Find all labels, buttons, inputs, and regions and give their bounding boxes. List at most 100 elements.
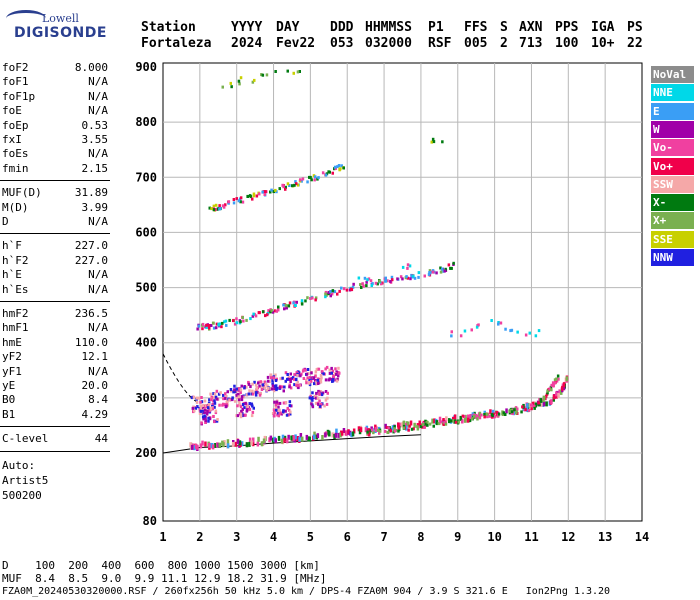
param-name: foEs xyxy=(2,147,29,161)
echo-point xyxy=(237,398,241,402)
echo-point xyxy=(366,278,369,282)
echo-point xyxy=(306,296,309,300)
echo-point xyxy=(233,384,236,388)
echo-point xyxy=(271,384,275,388)
echo-point xyxy=(251,389,254,393)
echo-point xyxy=(239,391,242,395)
echo-point xyxy=(307,372,310,376)
echo-point xyxy=(203,410,207,414)
echo-point xyxy=(214,443,217,448)
echo-point xyxy=(201,440,204,446)
echo-point xyxy=(242,395,245,399)
echo-point xyxy=(312,396,315,399)
echo-point xyxy=(293,383,296,387)
echo-point xyxy=(248,407,252,411)
trace-sporadic-high xyxy=(221,69,444,144)
echo-point xyxy=(302,368,305,372)
echo-point xyxy=(311,405,315,409)
echo-point xyxy=(237,199,241,203)
echo-point xyxy=(315,391,318,395)
header-value-s: 2 xyxy=(500,36,508,51)
echo-point xyxy=(206,406,210,410)
echo-point xyxy=(189,442,192,448)
echo-point xyxy=(542,395,546,399)
echo-point xyxy=(204,441,207,447)
echo-point xyxy=(259,392,262,396)
echo-point xyxy=(374,427,378,432)
y-tick-label: 500 xyxy=(135,281,157,295)
echo-point xyxy=(402,420,406,426)
param-value: N/A xyxy=(88,104,108,118)
echo-point xyxy=(304,368,307,372)
param-d: D N/A xyxy=(2,215,108,229)
echo-point xyxy=(237,395,240,399)
echo-point xyxy=(321,370,324,374)
echo-point xyxy=(450,266,453,270)
logo-line2: DIGISONDE xyxy=(14,25,107,41)
echo-point xyxy=(342,287,346,291)
echo-point xyxy=(486,415,489,419)
echo-point xyxy=(291,184,294,188)
echo-point xyxy=(550,399,553,405)
echo-point xyxy=(552,384,555,388)
echo-point xyxy=(337,366,340,370)
echo-point xyxy=(234,441,238,447)
header-value-year: 2024 xyxy=(231,36,263,51)
echo-point xyxy=(316,396,320,400)
echo-point xyxy=(284,187,287,191)
echo-point xyxy=(485,412,489,416)
echo-point xyxy=(424,419,427,425)
echo-point xyxy=(213,399,216,403)
echo-point xyxy=(370,428,374,432)
echo-point xyxy=(288,404,292,408)
param-he: h`E N/A xyxy=(2,268,108,282)
echo-point xyxy=(332,374,336,378)
echo-point xyxy=(483,413,486,416)
echo-point xyxy=(196,405,199,409)
echo-point xyxy=(444,422,448,426)
echo-point xyxy=(515,411,518,415)
echo-point xyxy=(376,282,379,286)
param-value: 12.1 xyxy=(81,350,109,364)
echo-point xyxy=(370,284,373,287)
echo-point xyxy=(350,287,353,291)
echo-point xyxy=(286,438,289,444)
echo-point xyxy=(213,397,216,400)
echo-point xyxy=(409,277,412,281)
echo-point xyxy=(214,395,218,399)
param-foe: foE N/A xyxy=(2,104,108,118)
param-yf2: yF2 12.1 xyxy=(2,350,108,364)
echo-point xyxy=(272,389,276,393)
echo-point xyxy=(328,377,331,381)
echo-point xyxy=(429,271,432,275)
echo-point xyxy=(284,409,287,413)
echo-point xyxy=(239,196,243,200)
echo-point xyxy=(461,414,465,418)
echo-point xyxy=(413,276,417,280)
y-tick-label: 200 xyxy=(135,446,157,460)
echo-point xyxy=(369,279,373,283)
echo-point xyxy=(263,193,266,196)
echo-point xyxy=(328,368,331,372)
echo-point xyxy=(352,282,355,286)
echo-point xyxy=(516,330,519,334)
echo-point xyxy=(261,73,265,77)
echo-point xyxy=(308,175,311,179)
distance-row: D 100 200 400 600 800 1000 1500 3000 [km… xyxy=(2,559,320,572)
echo-point xyxy=(255,194,259,198)
echo-point xyxy=(310,402,313,406)
echo-point xyxy=(241,412,244,416)
echo-point xyxy=(208,206,211,210)
echo-point xyxy=(215,322,219,326)
echo-point xyxy=(292,71,295,75)
echo-point xyxy=(286,377,289,381)
echo-point xyxy=(270,188,273,192)
echo-point xyxy=(281,434,285,440)
param-fxi: fxI 3.55 xyxy=(2,133,108,147)
echo-point xyxy=(309,175,312,179)
echo-point xyxy=(407,428,410,432)
echo-point xyxy=(478,416,482,420)
echo-point xyxy=(221,321,224,325)
echo-point xyxy=(284,371,288,375)
echo-point xyxy=(232,390,235,394)
